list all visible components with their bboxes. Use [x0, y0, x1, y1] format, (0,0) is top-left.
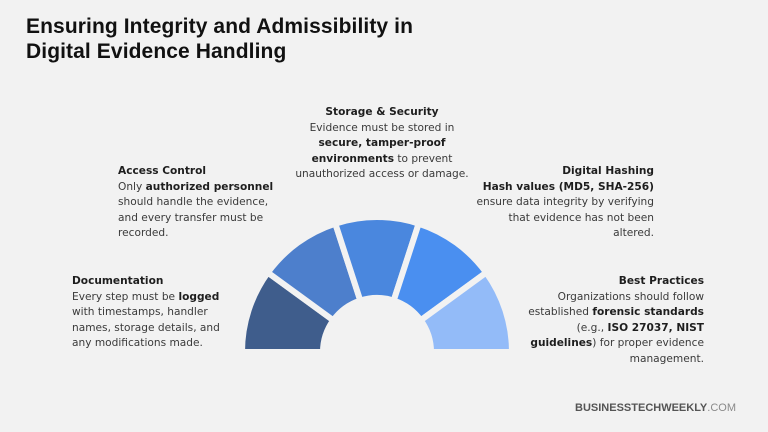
item-heading: Digital Hashing — [562, 165, 654, 177]
title-line-1: Ensuring Integrity and Admissibility in — [26, 15, 413, 38]
page-title: Ensuring Integrity and Admissibility in … — [26, 14, 413, 64]
brand-logo: BUSINESSTECHWEEKLY.COM — [575, 402, 736, 414]
item-heading: Access Control — [118, 165, 207, 177]
item-documentation: Documentation Every step must be logged … — [72, 274, 242, 352]
item-heading: Documentation — [72, 275, 164, 287]
item-access-control: Access Control Only authorized personnel… — [118, 164, 288, 242]
item-heading: Best Practices — [618, 275, 704, 287]
segment-best-practices — [416, 268, 516, 355]
title-line-2: Digital Evidence Handling — [26, 40, 287, 63]
item-storage-security: Storage & Security Evidence must be stor… — [292, 105, 472, 183]
item-heading: Storage & Security — [325, 106, 439, 118]
item-digital-hashing: Digital Hashing Hash values (MD5, SHA-25… — [470, 164, 655, 242]
item-best-practices: Best Practices Organizations should foll… — [520, 274, 704, 368]
